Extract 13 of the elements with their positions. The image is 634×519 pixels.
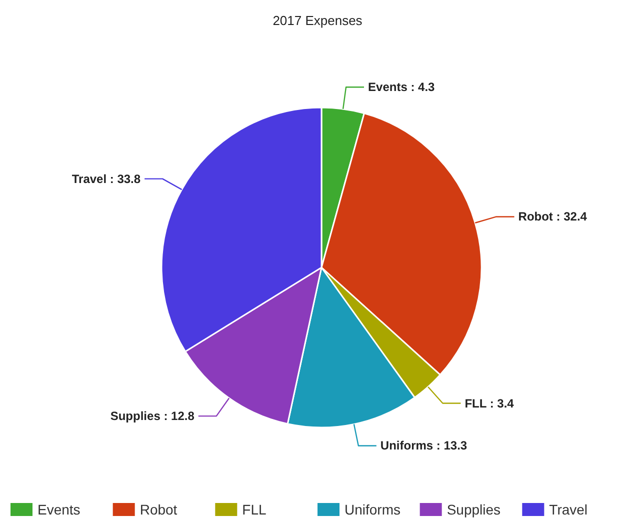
legend-label: Robot xyxy=(140,502,178,518)
legend-label: FLL xyxy=(242,502,267,518)
data-label: Supplies : 12.8 xyxy=(110,409,195,424)
legend-label: Travel xyxy=(549,502,588,518)
legend-label: Uniforms xyxy=(344,502,401,518)
legend-label: Supplies xyxy=(446,502,501,518)
data-label: FLL : 3.4 xyxy=(464,396,514,410)
data-label: Uniforms : 13.3 xyxy=(380,438,468,453)
data-label: Events : 4.3 xyxy=(368,80,436,94)
chart-title: 2017 Expenses xyxy=(272,13,363,28)
data-label: Travel : 33.8 xyxy=(72,172,141,186)
legend-label: Events xyxy=(38,502,80,518)
data-label: Robot : 32.4 xyxy=(518,210,588,224)
